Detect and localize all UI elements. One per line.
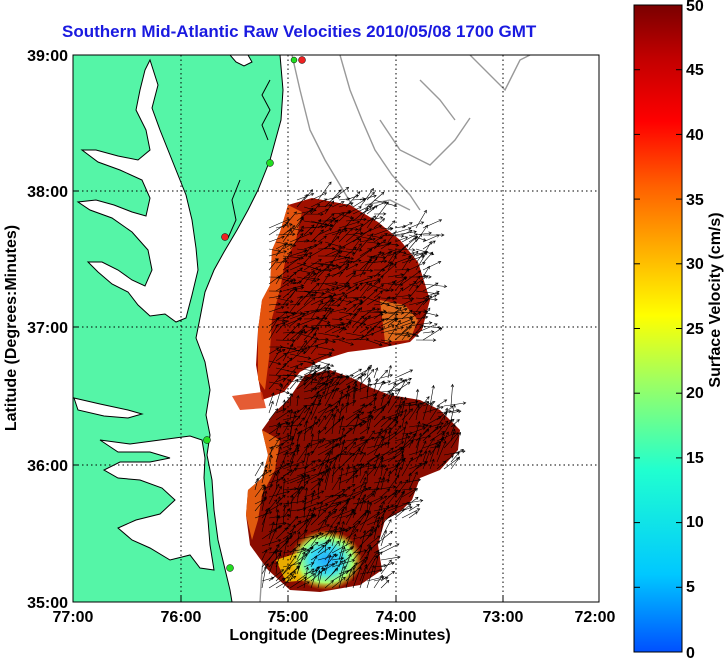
y-tick-label: 37:00 [27,320,68,337]
delaware-bay [229,55,253,67]
colorbar-tick-label: 20 [686,385,704,402]
station-marker [298,56,306,64]
y-tick-label: 35:00 [27,595,68,612]
colorbar-tick-label: 40 [686,127,704,144]
coast-detail [227,79,271,239]
velocity-field-north [256,198,430,400]
colorbar-tick-label: 50 [686,0,704,15]
colorbar-tick-label: 10 [686,514,704,531]
x-tick-label: 74:00 [376,609,417,626]
colorbar-tick-label: 45 [686,62,704,79]
station-marker [266,159,274,167]
velocity-field-west-strip [232,392,266,410]
colorbar-tick-label: 35 [686,192,704,209]
grid-lines [73,55,599,602]
low-velocity-patch [290,530,362,590]
y-tick-label: 38:00 [27,184,68,201]
plot-frame [72,54,600,603]
x-tick-label: 75:00 [268,609,309,626]
colorbar-label: Surface Velocity (cm/s) [707,212,724,387]
chesapeake-bay [76,58,199,323]
y-axis-label: Latitude (Degrees:Minutes) [3,225,20,431]
pamlico-sound [99,435,215,571]
colorbar-tick-label: 25 [686,321,704,338]
axis-ticks [72,54,600,603]
map-title: Southern Mid-Atlantic Raw Velocities 201… [62,22,537,41]
x-tick-label: 77:00 [53,609,94,626]
colorbar-tick-label: 30 [686,256,704,273]
station-marker [221,233,229,241]
station-marker [203,436,211,444]
y-tick-label: 36:00 [27,458,68,475]
velocity-field-north-orange [258,205,302,390]
y-tick-label: 39:00 [27,48,68,65]
colorbar-tick-label: 5 [686,579,695,596]
colorbar [633,4,683,653]
colorbar-ticks [634,4,682,653]
colorbar-tick-label: 0 [686,645,695,659]
x-axis-label: Longitude (Degrees:Minutes) [229,627,450,644]
station-marker [290,56,298,64]
x-tick-label: 72:00 [575,609,616,626]
x-tick-label: 73:00 [483,609,524,626]
x-tick-label: 76:00 [161,609,202,626]
velocity-vectors [254,181,467,589]
colorbar-tick-label: 15 [686,450,704,467]
station-marker [226,564,234,572]
river-inlet [73,397,144,419]
